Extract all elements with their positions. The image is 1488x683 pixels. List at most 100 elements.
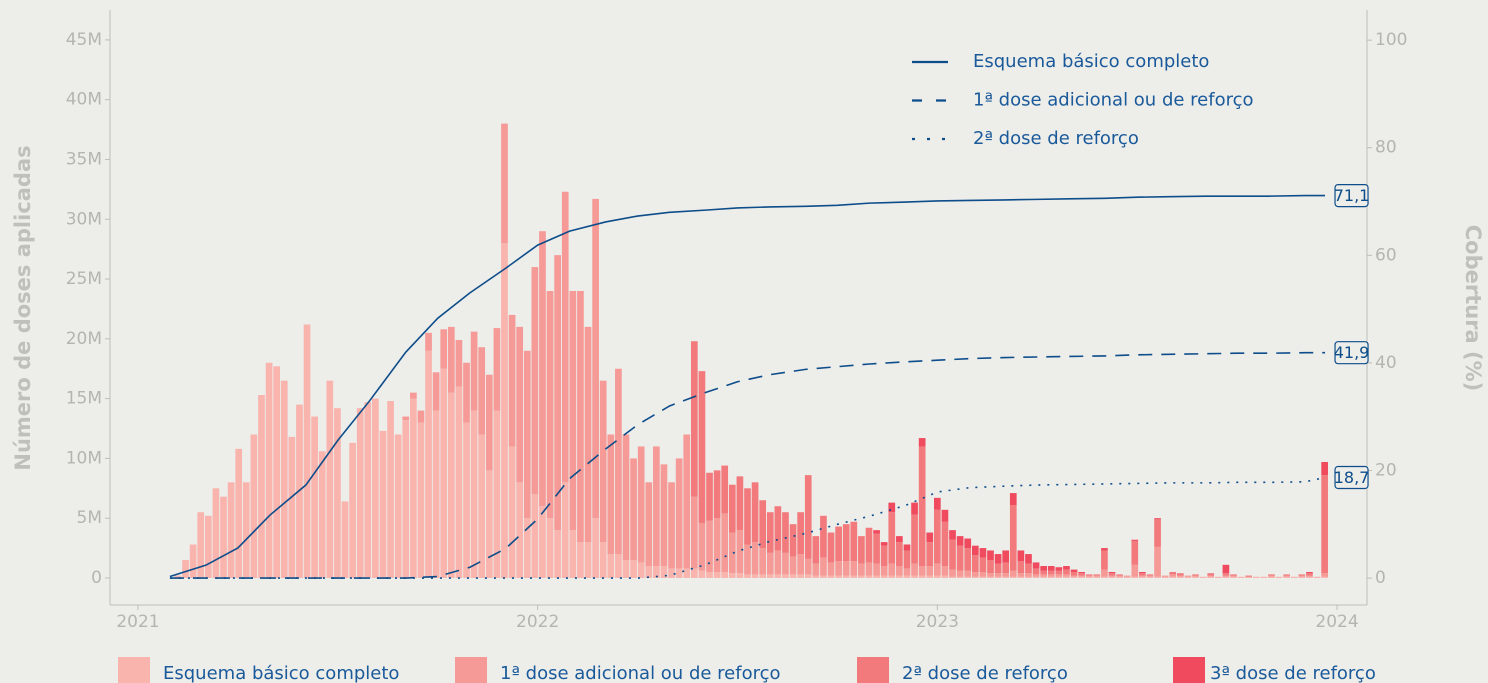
bar bbox=[1093, 575, 1101, 577]
bar bbox=[896, 542, 903, 567]
y-axis-title: Número de doses aplicadas bbox=[11, 145, 35, 470]
bar bbox=[410, 392, 417, 399]
bar bbox=[858, 575, 865, 578]
bar bbox=[1199, 576, 1207, 578]
bar bbox=[782, 574, 789, 578]
bar bbox=[1139, 573, 1146, 576]
bar bbox=[698, 570, 706, 578]
bar bbox=[1101, 548, 1108, 551]
bar bbox=[1222, 576, 1230, 578]
bar bbox=[607, 554, 615, 578]
bar bbox=[926, 542, 934, 567]
bar bbox=[721, 571, 729, 578]
bar bbox=[546, 518, 554, 578]
bar bbox=[774, 574, 782, 578]
bar bbox=[918, 438, 926, 447]
bar bbox=[827, 532, 835, 563]
bar bbox=[979, 576, 987, 578]
bar bbox=[850, 561, 858, 576]
bar bbox=[425, 332, 432, 351]
bar bbox=[880, 575, 888, 578]
x-tick-label: 2024 bbox=[1315, 612, 1358, 632]
bar bbox=[736, 530, 744, 574]
bar bbox=[1268, 574, 1275, 576]
bar bbox=[1169, 576, 1177, 578]
bar bbox=[1063, 566, 1070, 570]
bar bbox=[850, 575, 858, 578]
bar bbox=[804, 475, 812, 559]
bar bbox=[235, 448, 243, 578]
x-tick-label: 2021 bbox=[116, 612, 159, 632]
bar bbox=[653, 446, 660, 567]
legend-label: 3ª dose de reforço bbox=[1210, 663, 1376, 683]
bar bbox=[964, 576, 972, 578]
bar bbox=[949, 576, 956, 578]
bar bbox=[516, 326, 524, 483]
bar bbox=[280, 380, 288, 578]
end-label: 41,9 bbox=[1334, 343, 1370, 362]
bar bbox=[394, 434, 402, 578]
bar bbox=[1298, 574, 1306, 576]
bar bbox=[903, 544, 911, 551]
bar bbox=[911, 502, 918, 515]
bar bbox=[1230, 574, 1237, 576]
bar bbox=[1093, 576, 1101, 578]
bar bbox=[1025, 554, 1032, 564]
bar bbox=[501, 243, 508, 578]
bar bbox=[797, 574, 804, 578]
bar bbox=[599, 380, 607, 543]
bar bbox=[1207, 576, 1215, 578]
bar bbox=[1321, 573, 1328, 577]
bar bbox=[1009, 576, 1017, 578]
bar bbox=[774, 506, 782, 551]
bar bbox=[706, 472, 713, 521]
y2-tick-label: 100 bbox=[1375, 30, 1407, 50]
bar bbox=[987, 550, 994, 561]
bar bbox=[1108, 575, 1116, 577]
bar bbox=[1207, 575, 1215, 577]
bar bbox=[1047, 570, 1055, 575]
bar bbox=[1078, 571, 1085, 574]
bar bbox=[326, 380, 334, 578]
bar bbox=[888, 512, 896, 564]
bar bbox=[1283, 576, 1291, 578]
bar bbox=[174, 575, 182, 578]
bar bbox=[721, 465, 729, 514]
bar bbox=[835, 561, 842, 576]
bar bbox=[660, 566, 668, 578]
bar bbox=[1154, 576, 1161, 578]
bar bbox=[934, 563, 941, 576]
bar bbox=[569, 530, 577, 578]
legend-label: 2ª dose de reforço bbox=[902, 663, 1068, 683]
bar bbox=[455, 340, 463, 387]
bar bbox=[1154, 518, 1161, 520]
bar bbox=[1009, 505, 1017, 571]
bar bbox=[797, 554, 804, 575]
bar bbox=[250, 434, 258, 578]
bar bbox=[797, 512, 804, 555]
bar bbox=[303, 324, 311, 578]
bar bbox=[994, 573, 1002, 577]
bar bbox=[1177, 573, 1184, 576]
x-tick-label: 2023 bbox=[916, 612, 959, 632]
bar bbox=[880, 566, 888, 576]
bar bbox=[1290, 576, 1298, 578]
y2-tick-label: 40 bbox=[1375, 353, 1397, 373]
y2-tick-label: 0 bbox=[1375, 568, 1386, 588]
line bbox=[169, 194, 1326, 578]
bar bbox=[690, 568, 698, 578]
bar bbox=[1002, 550, 1010, 563]
bar bbox=[979, 557, 987, 572]
bar bbox=[1002, 573, 1010, 577]
bar bbox=[956, 545, 964, 571]
bar bbox=[1230, 576, 1237, 578]
legend-label: Esquema básico completo bbox=[973, 51, 1209, 72]
legend-swatch bbox=[857, 657, 889, 683]
bar bbox=[956, 536, 964, 546]
end-label: 71,1 bbox=[1334, 186, 1370, 205]
bar bbox=[1101, 576, 1108, 578]
bar bbox=[751, 574, 759, 578]
bar bbox=[744, 544, 751, 575]
bar bbox=[227, 482, 235, 578]
